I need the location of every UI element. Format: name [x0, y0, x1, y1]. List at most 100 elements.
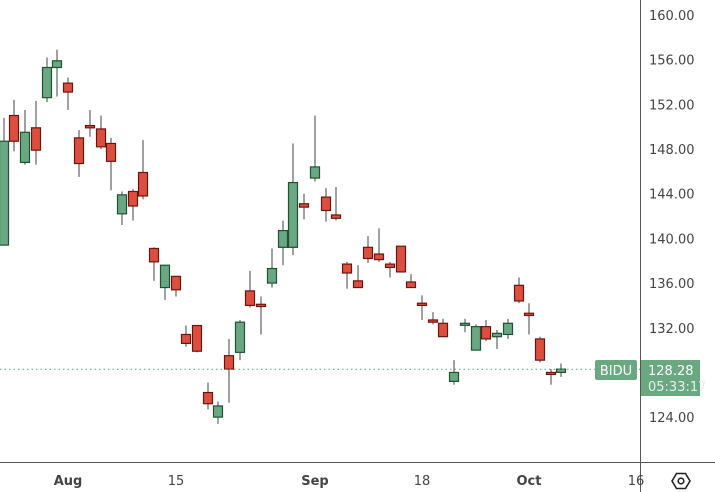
candle-body-down: [416, 302, 428, 307]
candle: [0, 117, 10, 246]
candle: [244, 270, 256, 308]
candle-body-down: [362, 246, 374, 260]
candle: [502, 318, 514, 339]
candle-body-down: [137, 171, 149, 197]
candle: [62, 77, 74, 110]
candle: [480, 319, 492, 342]
candle: [105, 137, 117, 191]
candle: [212, 401, 224, 424]
candle: [191, 324, 203, 353]
candle: [255, 296, 267, 335]
candle: [30, 101, 42, 165]
candle: [41, 57, 53, 103]
candle: [491, 329, 503, 349]
candle: [362, 236, 374, 263]
candle-body-down: [244, 290, 256, 307]
candle: [266, 248, 278, 288]
time-axis-label: 15: [168, 474, 185, 489]
candle-body-down: [95, 128, 107, 148]
candle-body-up: [555, 368, 567, 374]
candle: [470, 324, 482, 351]
candle-body-down: [73, 137, 85, 165]
symbol-label: BIDU: [600, 364, 632, 379]
candle: [437, 318, 449, 338]
candle-body-down: [30, 127, 42, 151]
price-axis-label: 132.00: [649, 322, 695, 337]
candle: [513, 277, 525, 304]
candle: [202, 382, 214, 410]
bar-countdown: 05:33:17: [648, 380, 706, 395]
candle: [148, 247, 160, 281]
time-axis-label: 18: [414, 474, 431, 489]
candle: [234, 319, 246, 361]
candle: [448, 360, 460, 385]
candle: [534, 336, 546, 363]
symbol-tag: BIDU: [595, 360, 637, 380]
candle-body-down: [191, 324, 203, 352]
candle-body-up: [309, 166, 321, 179]
candle-body-up: [41, 66, 53, 99]
candle-body-down: [437, 322, 449, 338]
candle-body-up: [234, 321, 246, 353]
candle-body-down: [223, 355, 235, 370]
candle-body-down: [427, 319, 439, 323]
candle: [180, 325, 192, 347]
price-axis[interactable]: 160.00 156.00 152.00 148.00 144.00 140.00 136.…: [649, 9, 695, 426]
candle-body-down: [84, 124, 96, 129]
candle-body-down: [180, 333, 192, 344]
candle-body-down: [513, 284, 525, 302]
candle: [137, 140, 149, 200]
candle-body-down: [405, 281, 417, 289]
time-axis[interactable]: Aug 15 Sep 18 Oct 16: [54, 474, 645, 489]
candle-body-up: [212, 405, 224, 418]
candle-body-down: [373, 253, 385, 261]
candle-series: [0, 49, 567, 424]
candle-body-down: [523, 312, 535, 317]
candle-body-down: [170, 275, 182, 291]
candle: [555, 363, 567, 377]
candle-body-down: [255, 303, 267, 308]
candle: [330, 187, 342, 221]
candle-body-down: [105, 142, 117, 162]
time-axis-label: Sep: [301, 474, 329, 489]
candle-body-down: [330, 214, 342, 219]
price-axis-label: 124.00: [649, 411, 695, 426]
price-axis-label: 144.00: [649, 188, 695, 203]
candle: [545, 369, 557, 385]
candle-body-up: [448, 371, 460, 382]
candle: [405, 274, 417, 289]
price-axis-label: 136.00: [649, 277, 695, 292]
candle-body-up: [459, 322, 471, 326]
hexagon-settings-icon[interactable]: [671, 472, 691, 490]
price-axis-label: 140.00: [649, 232, 695, 247]
candle-body-up: [287, 181, 299, 248]
candle-body-down: [545, 371, 557, 376]
candle-body-up: [159, 264, 171, 289]
candle-body-down: [127, 190, 139, 207]
candle-body-up: [470, 326, 482, 351]
candle: [223, 338, 235, 403]
candle: [127, 189, 139, 221]
price-axis-label: 156.00: [649, 54, 695, 69]
candle: [523, 303, 535, 335]
candle: [459, 318, 471, 333]
time-axis-label: 16: [628, 474, 645, 489]
candle-body-up: [491, 332, 503, 338]
candle: [51, 49, 63, 97]
candle-body-up: [116, 194, 128, 215]
time-axis-label: Oct: [517, 474, 542, 489]
price-axis-label: 160.00: [649, 9, 695, 24]
candle-body-up: [277, 229, 289, 248]
candle-body-down: [534, 338, 546, 361]
candle-body-up: [266, 267, 278, 284]
time-axis-label: Aug: [54, 474, 83, 489]
candle: [427, 312, 439, 325]
price-axis-label: 152.00: [649, 98, 695, 113]
candle-body-up: [51, 60, 63, 69]
last-price-tag: 128.28 05:33:17: [641, 360, 706, 396]
candle: [116, 191, 128, 225]
candle: [373, 228, 385, 262]
price-axis-label: 148.00: [649, 143, 695, 158]
candle: [352, 265, 364, 289]
